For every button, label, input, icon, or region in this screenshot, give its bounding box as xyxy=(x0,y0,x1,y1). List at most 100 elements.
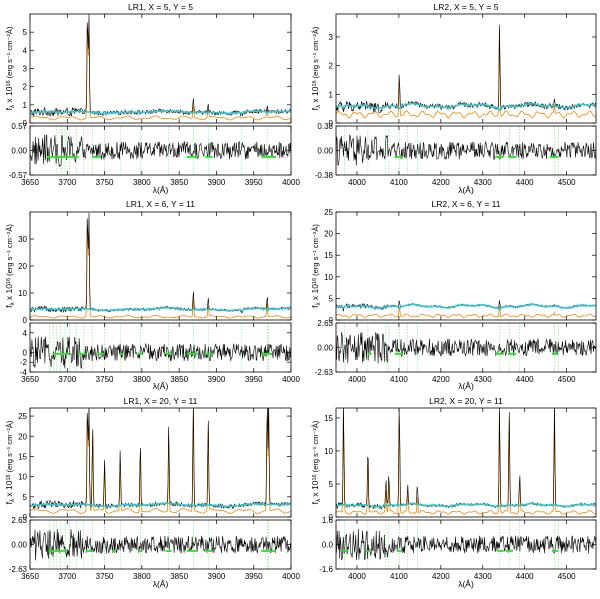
residual-line xyxy=(30,529,291,561)
spectrum-panel-2: LR2, X = 5, Y = 5 4000 4100 4200 4300 4400 450… xyxy=(310,2,597,195)
y-tick-label: 0 xyxy=(329,119,334,128)
resid-y-tick-label: -0.57 xyxy=(9,171,28,180)
x-tick-label: 4200 xyxy=(432,178,450,187)
resid-y-tick-label: -4 xyxy=(20,368,28,377)
y-tick-label: 15 xyxy=(324,414,333,423)
model-spectrum-line xyxy=(336,305,596,318)
x-tick-label: 4000 xyxy=(348,178,366,187)
observed-spectrum-line xyxy=(336,408,596,510)
x-axis-label: λ(Å) xyxy=(458,579,474,589)
y-axis-label: fλ x 1016 (erg s⁻¹ cm⁻²Å) xyxy=(4,420,16,504)
spectrum-panel-5: LR1, X = 20, Y = 11 3650 3700 3750 3800 3850 3… xyxy=(4,396,300,589)
y-tick-label: 20 xyxy=(324,230,333,239)
y-tick-label: 15 xyxy=(324,251,333,260)
main-axes-frame xyxy=(335,13,597,124)
y-tick-label: 2 xyxy=(23,83,28,92)
y-tick-label: 4 xyxy=(23,46,28,55)
x-tick-label: 3700 xyxy=(58,375,76,384)
x-tick-label: 3900 xyxy=(208,375,226,384)
model-spectrum-line xyxy=(336,28,596,119)
x-axis-label: λ(Å) xyxy=(458,381,474,391)
y-tick-label: 30 xyxy=(18,235,27,244)
main-axes-frame xyxy=(335,211,597,321)
resid-y-tick-label: 0 xyxy=(23,348,28,357)
main-axes-frame xyxy=(29,407,292,518)
main-plot-area xyxy=(336,300,596,318)
x-tick-label: 4500 xyxy=(558,178,576,187)
y-axis-label: fλ x 1016 (erg s⁻¹ cm⁻²Å) xyxy=(310,224,322,308)
resid-y-tick-label: -2.63 xyxy=(9,565,28,574)
y-tick-label: 2 xyxy=(329,62,334,71)
x-tick-label: 4300 xyxy=(474,178,492,187)
y-tick-label: 5 xyxy=(23,493,28,502)
panel-title: LR1, X = 5, Y = 5 xyxy=(128,2,193,12)
resid-y-tick-label: 0.00 xyxy=(11,147,27,156)
y-tick-label: 10 xyxy=(324,447,333,456)
y-axis-label-part: x 10 xyxy=(310,86,320,105)
y-axis-label-part: 16 xyxy=(312,80,318,86)
residual-plot-area xyxy=(30,520,291,569)
x-tick-label: 4000 xyxy=(282,178,300,187)
y-axis-label-part: f xyxy=(310,305,320,308)
y-axis-label-part: (erg s⁻¹ cm⁻²Å) xyxy=(311,26,320,80)
y-tick-label: 20 xyxy=(18,262,27,271)
residual-line xyxy=(336,528,596,561)
y-tick-label: 10 xyxy=(18,289,27,298)
y-axis-label-part: x 10 xyxy=(4,86,14,105)
y-tick-label: 1 xyxy=(329,90,334,99)
y-tick-label: 5 xyxy=(329,294,334,303)
resid-y-tick-label: 0.57 xyxy=(11,122,27,131)
main-axes-frame xyxy=(29,13,292,124)
x-tick-label: 3850 xyxy=(170,375,188,384)
resid-y-tick-label: 2.63 xyxy=(11,516,27,525)
y-tick-label: 0 xyxy=(23,513,28,522)
y-tick-label: 15 xyxy=(18,452,27,461)
residual-axes-frame xyxy=(29,322,292,373)
x-tick-label: 4100 xyxy=(390,572,408,581)
main-plot-area xyxy=(30,408,291,514)
resid-y-tick-label: 0.0 xyxy=(322,541,334,550)
y-tick-label: 10 xyxy=(18,473,27,482)
y-axis-label-part: λ xyxy=(10,302,16,305)
x-tick-label: 3750 xyxy=(96,375,114,384)
model-spectrum-line xyxy=(30,19,291,121)
x-tick-label: 4400 xyxy=(516,572,534,581)
x-tick-label: 3700 xyxy=(58,178,76,187)
y-axis-label-part: 16 xyxy=(312,278,318,284)
x-axis-label: λ(Å) xyxy=(153,579,169,589)
x-tick-label: 4500 xyxy=(558,375,576,384)
residual-plot-area xyxy=(30,126,291,175)
x-tick-label: 3950 xyxy=(245,572,263,581)
panel-title: LR2, X = 20, Y = 11 xyxy=(429,396,503,406)
residual-line xyxy=(336,332,596,364)
y-tick-label: 0 xyxy=(23,316,28,325)
main-plot-area xyxy=(336,408,596,515)
y-axis-label-part: f xyxy=(4,305,14,308)
y-axis-label-part: (erg s⁻¹ cm⁻²Å) xyxy=(311,224,320,278)
x-tick-label: 3750 xyxy=(96,572,114,581)
residual-plot-area xyxy=(336,126,596,175)
y-tick-label: 0 xyxy=(329,513,334,522)
main-plot-area xyxy=(30,212,291,319)
y-axis-label: fλ x 1016 (erg s⁻¹ cm⁻²Å) xyxy=(310,26,322,110)
x-tick-label: 3900 xyxy=(208,178,226,187)
observed-spectrum-line xyxy=(336,24,596,114)
y-tick-label: 3 xyxy=(23,65,28,74)
resid-y-tick-label: 2.63 xyxy=(317,319,333,328)
x-tick-label: 4200 xyxy=(432,375,450,384)
y-tick-label: 10 xyxy=(324,273,333,282)
x-tick-label: 3950 xyxy=(245,178,263,187)
resid-y-tick-label: 0.00 xyxy=(317,147,333,156)
x-tick-label: 4000 xyxy=(348,572,366,581)
x-tick-label: 3650 xyxy=(21,375,39,384)
x-tick-label: 4500 xyxy=(558,572,576,581)
resid-y-tick-label: -1.6 xyxy=(319,565,333,574)
spectrum-panel-3: LR1, X = 6, Y = 11 3650 3700 3750 3800 3850 39… xyxy=(4,199,300,391)
main-axes-frame xyxy=(29,211,292,321)
resid-y-tick-label: 0.00 xyxy=(317,344,333,353)
y-axis-label-part: f xyxy=(310,107,320,110)
continuum-fit-line xyxy=(336,502,596,508)
x-tick-label: 3750 xyxy=(96,178,114,187)
y-axis-label-part: 16 xyxy=(312,474,318,480)
